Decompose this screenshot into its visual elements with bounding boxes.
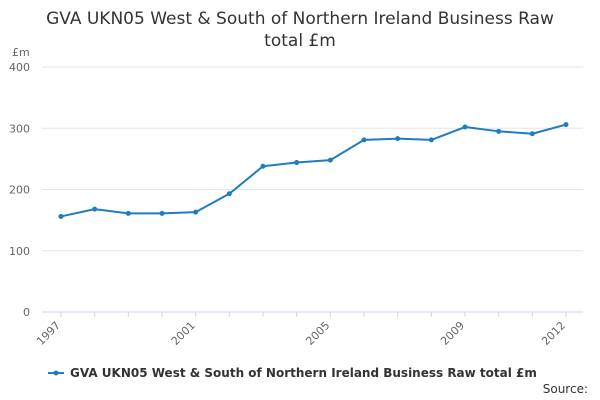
data-point[interactable]	[462, 124, 468, 130]
data-point[interactable]	[428, 137, 434, 143]
data-point[interactable]	[193, 209, 199, 215]
x-tick-label: 2012	[539, 319, 568, 348]
x-tick-label: 2009	[438, 319, 467, 348]
legend-label: GVA UKN05 West & South of Northern Irela…	[70, 366, 537, 380]
gridlines	[42, 66, 583, 313]
series-line	[60, 123, 567, 218]
data-point[interactable]	[226, 191, 232, 197]
x-tick-label: 2001	[169, 319, 198, 348]
legend-swatch-marker	[53, 370, 59, 376]
series-layer	[58, 122, 569, 219]
y-axis-unit-label: £m	[12, 46, 30, 59]
data-point[interactable]	[260, 163, 266, 169]
data-point[interactable]	[395, 136, 401, 142]
legend[interactable]: GVA UKN05 West & South of Northern Irela…	[48, 366, 537, 380]
data-point[interactable]	[58, 213, 64, 219]
data-point[interactable]	[159, 210, 165, 216]
y-tick-label: 400	[9, 61, 30, 74]
y-tick-label: 100	[9, 245, 30, 258]
data-point[interactable]	[496, 128, 502, 134]
y-axis-ticks: 0 100 200 300 400	[9, 61, 30, 319]
data-point[interactable]	[92, 206, 98, 212]
y-tick-label: 0	[23, 306, 30, 319]
x-axis: 1997 2001 2005 2009 2012	[34, 312, 568, 348]
chart-title-line-1: GVA UKN05 West & South of Northern Irela…	[46, 9, 554, 29]
chart-title-line-2: total £m	[264, 31, 336, 51]
data-point[interactable]	[294, 160, 300, 166]
data-point[interactable]	[327, 157, 333, 163]
y-tick-label: 200	[9, 184, 30, 197]
x-tick-label: 1997	[34, 319, 63, 348]
data-point[interactable]	[529, 131, 535, 137]
source-label: Source:	[543, 382, 588, 396]
x-tick-label: 2005	[303, 319, 332, 348]
y-tick-label: 300	[9, 122, 30, 135]
data-point[interactable]	[125, 210, 131, 216]
data-point[interactable]	[361, 137, 367, 143]
data-point[interactable]	[563, 122, 569, 128]
